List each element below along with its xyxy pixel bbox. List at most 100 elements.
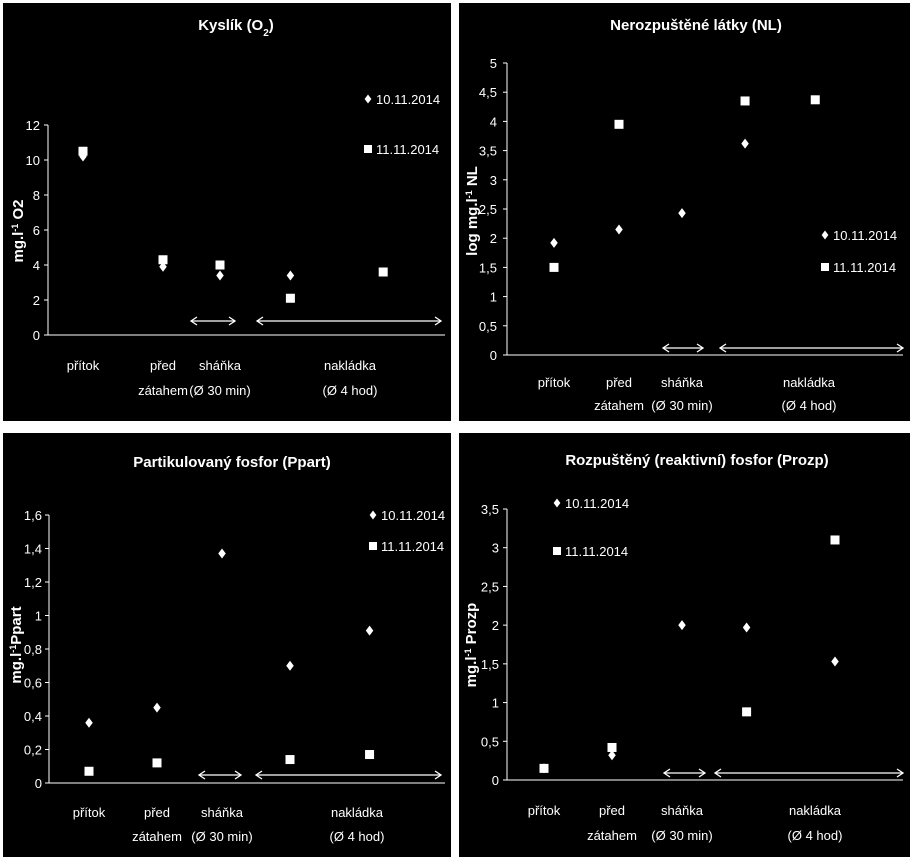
data-point-diamond: [741, 138, 749, 149]
category-label: sháňka: [199, 358, 242, 373]
y-tick-label: 1,5: [479, 260, 497, 275]
y-tick-label: 1,6: [24, 508, 42, 523]
data-point-square: [830, 535, 840, 545]
data-point-square: [158, 255, 168, 265]
y-tick-label: 1: [490, 290, 497, 305]
y-axis-label-main: mg.l: [463, 657, 480, 688]
y-tick-label: 1,2: [24, 575, 42, 590]
y-tick-label: 5: [490, 56, 497, 71]
data-point-diamond: [286, 660, 294, 671]
arrow-head-right: [434, 770, 443, 780]
y-tick-label: 2: [490, 231, 497, 246]
y-axis-label: mg.l-1Ppart: [8, 606, 25, 683]
category-label: přítok: [73, 805, 106, 820]
data-point-diamond: [153, 702, 161, 713]
category-label: sháňka: [661, 803, 704, 818]
data-point-diamond: [216, 270, 224, 281]
data-point-diamond: [550, 237, 558, 248]
data-point-square: [152, 758, 162, 768]
y-tick-label: 0,2: [24, 743, 42, 758]
data-point-square: [607, 742, 617, 752]
category-label: (Ø 30 min): [189, 383, 250, 398]
data-point-square: [285, 293, 295, 303]
legend-marker-square: [553, 547, 561, 555]
legend-label: 11.11.2014: [376, 142, 439, 157]
legend-marker-diamond: [821, 230, 829, 240]
chart-panel-particulate-phosphorus: Partikulovaný fosfor (Ppart) 0 0,2 0,4 0,6 0,…: [3, 433, 451, 857]
chart-title-main: Partikulovaný fosfor (Ppart): [133, 454, 331, 471]
category-label: (Ø 4 hod): [330, 829, 385, 844]
y-tick-label: 2: [492, 618, 499, 633]
data-point-square: [614, 119, 624, 129]
legend-marker-square: [369, 542, 377, 550]
chart-title-subscript: 2: [263, 28, 269, 39]
y-tick-label: 2,5: [479, 202, 497, 217]
y-tick-label: 4: [490, 114, 497, 129]
y-tick-label: 0: [490, 348, 497, 363]
y-tick-label: 4,5: [479, 85, 497, 100]
dissolved-phosphorus-chart: Rozpuštěný (reaktivní) fosfor (Prozp) 0 0,…: [463, 452, 905, 843]
arrow-head-left: [189, 316, 198, 326]
category-label: (Ø 4 hod): [782, 398, 837, 413]
category-label: (Ø 30 min): [651, 398, 712, 413]
y-tick-label: 1: [492, 696, 499, 711]
data-point-diamond: [608, 750, 616, 761]
category-label: (Ø 30 min): [651, 828, 712, 843]
data-point-square: [285, 755, 295, 765]
y-tick-label: 0,6: [24, 676, 42, 691]
y-tick-label: 1,4: [24, 542, 42, 557]
data-point-diamond: [365, 625, 374, 636]
y-axis-label-end: Ppart: [8, 606, 25, 644]
y-tick-label: 0,8: [24, 642, 42, 657]
chart-title: Nerozpuštěné látky (NL): [610, 17, 782, 34]
y-tick-label: 0: [33, 328, 40, 343]
data-point-diamond: [218, 548, 226, 559]
arrow-head-right: [696, 343, 705, 353]
y-tick-label: 0,4: [24, 709, 42, 724]
category-label: nakládka: [789, 803, 842, 818]
y-axis-label-main: log mg.l: [464, 198, 481, 256]
arrow-head-right: [228, 316, 237, 326]
y-axis-label-end: Prozp: [463, 603, 480, 649]
arrow-head-left: [662, 768, 671, 778]
data-point-diamond: [286, 270, 295, 281]
data-point-diamond: [742, 622, 751, 633]
category-label: před: [150, 358, 176, 373]
y-tick-label: 0: [492, 773, 499, 788]
arrow-head-right: [896, 343, 905, 353]
y-axis-label-main: mg.l: [8, 653, 25, 684]
y-axis-label-superscript: -1: [464, 190, 474, 198]
data-point-square: [810, 95, 820, 105]
category-label: zátahem: [138, 383, 188, 398]
y-tick-label: 10: [26, 153, 40, 168]
category-label: zátahem: [587, 828, 637, 843]
arrow-head-right: [896, 768, 905, 778]
arrow-head-right: [234, 770, 243, 780]
legend-marker-diamond: [364, 94, 372, 104]
arrow-head-left: [718, 343, 727, 353]
category-label: přítok: [528, 803, 561, 818]
y-axis-label-end: NL: [464, 166, 481, 190]
data-point-diamond: [678, 208, 686, 219]
legend-marker-diamond: [369, 510, 377, 520]
chart-title-end: ): [269, 17, 274, 34]
data-point-diamond: [831, 656, 839, 667]
category-label: před: [606, 375, 632, 390]
y-axis-label-superscript: -1: [463, 648, 473, 656]
category-label: nakládka: [783, 375, 836, 390]
legend-label: 10.11.2014: [376, 92, 440, 107]
legend-label: 11.11.2014: [565, 544, 628, 559]
arrow-head-left: [661, 343, 670, 353]
y-axis-label: log mg.l-1 NL: [464, 166, 481, 256]
legend-label: 11.11.2014: [833, 260, 896, 275]
chart-panel-suspended-solids: Nerozpuštěné látky (NL) 0 0,5 1 1,5 2 2,5 3 3,5 4…: [459, 3, 910, 421]
y-tick-label: 2: [33, 293, 40, 308]
y-tick-label: 1: [35, 609, 42, 624]
data-point-square: [84, 766, 94, 776]
arrow-head-left: [254, 770, 263, 780]
chart-title: Partikulovaný fosfor (Ppart): [133, 454, 331, 471]
suspended-solids-chart: Nerozpuštěné látky (NL) 0 0,5 1 1,5 2 2,5 3 3,5 4…: [464, 17, 905, 413]
y-tick-label: 0,5: [479, 319, 497, 334]
category-label: (Ø 4 hod): [323, 383, 378, 398]
